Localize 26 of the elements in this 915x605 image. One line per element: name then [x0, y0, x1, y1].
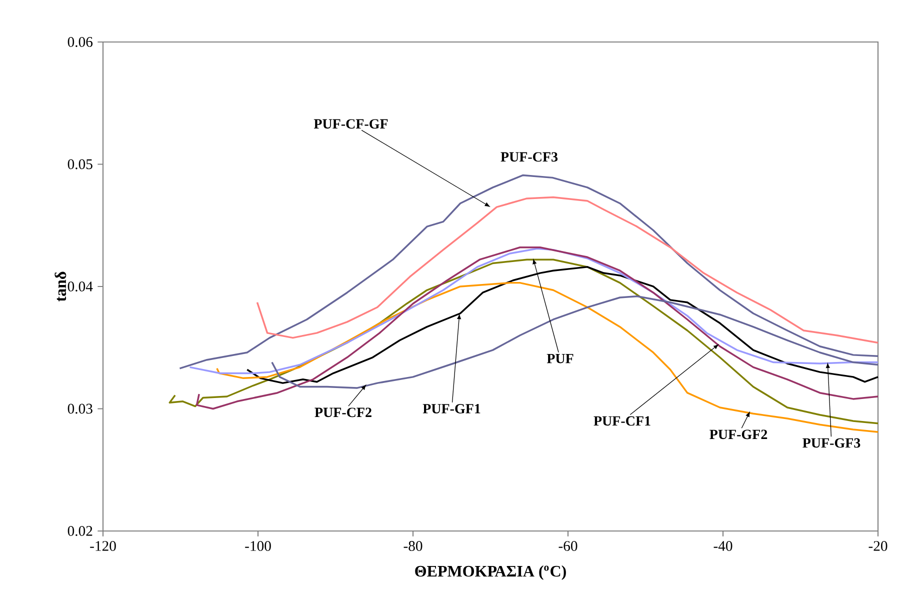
x-tick-label: -80 — [404, 541, 422, 551]
annotation: PUF-GF3 — [802, 438, 860, 448]
line-series — [271, 295, 879, 389]
line-series — [256, 196, 879, 344]
y-tick-label: 0.03 — [68, 404, 92, 414]
line-series — [188, 248, 879, 374]
annotation: PUF-CF3 — [500, 152, 558, 162]
annotation: PUF-CF1 — [594, 416, 650, 426]
x-tick-label: -60 — [558, 541, 578, 551]
line-series — [178, 174, 879, 370]
x-tick-label: -20 — [868, 541, 888, 551]
x-axis-title: ΘΕΡΜΟΚΡΑΣΙΑ ($^{o}$C) — [415, 565, 566, 580]
annotation: PUF-GF2 — [710, 430, 768, 440]
annotation: PUF-CF-GF — [314, 119, 388, 129]
x-tick-label: -120 — [90, 541, 116, 551]
x-tick-label: -100 — [245, 541, 271, 551]
line-series — [168, 258, 879, 424]
y-axis-title: tanδ — [54, 272, 66, 302]
y-tick-label: 0.02 — [68, 526, 92, 536]
annotation: PUF-CF2 — [314, 408, 372, 418]
y-tick-label: 0.04 — [68, 282, 93, 292]
y-tick-label: 0.05 — [68, 159, 92, 170]
x-tick-label: -40 — [714, 541, 732, 551]
annotation: PUF-GF1 — [422, 404, 480, 414]
y-tick-label: 0.06 — [68, 37, 93, 47]
annotation: PUF — [546, 354, 574, 364]
